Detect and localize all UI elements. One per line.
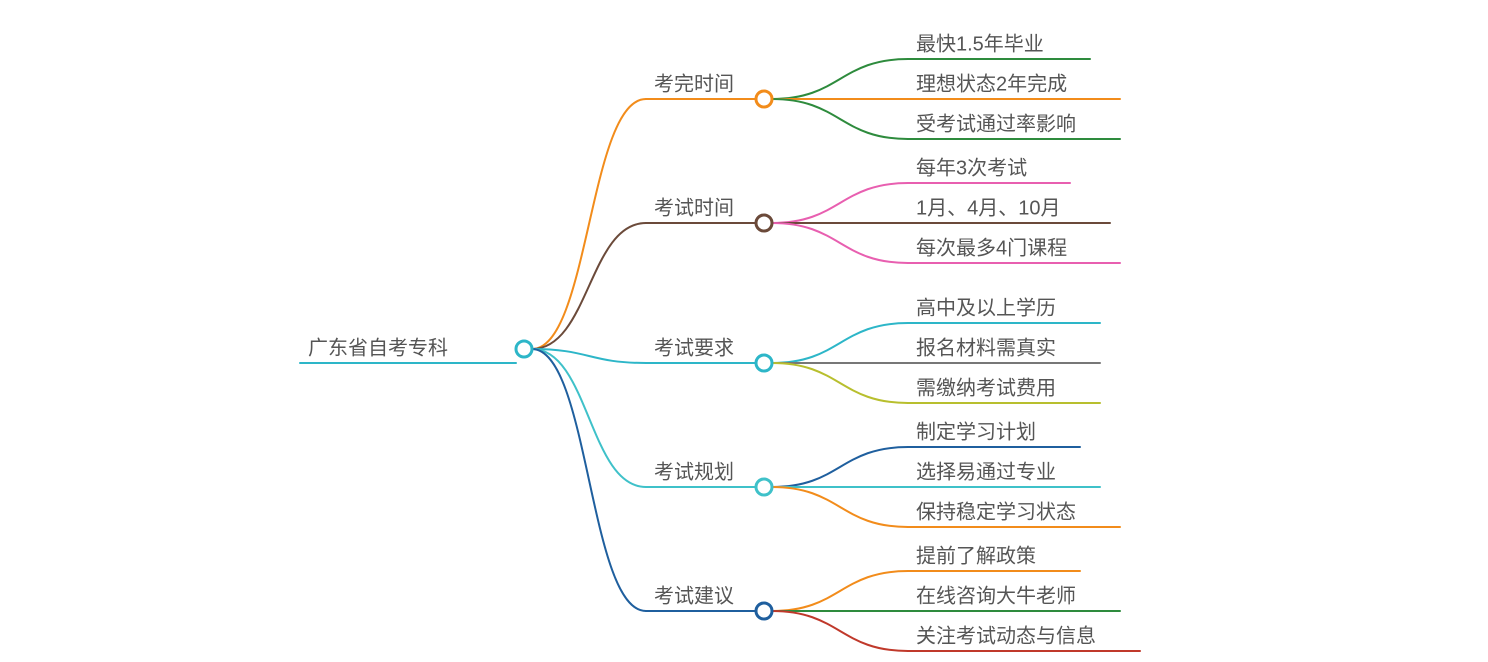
leaf-label: 需缴纳考试费用 bbox=[916, 376, 1056, 399]
leaf-label: 每年3次考试 bbox=[916, 156, 1027, 179]
leaf-label: 制定学习计划 bbox=[916, 420, 1036, 443]
leaf-label: 理想状态2年完成 bbox=[916, 72, 1067, 95]
leaf-label: 报名材料需真实 bbox=[916, 336, 1056, 359]
branch-label: 考试要求 bbox=[654, 336, 734, 359]
branch-label: 考试建议 bbox=[654, 584, 734, 607]
leaf-label: 选择易通过专业 bbox=[916, 460, 1056, 483]
branch-label: 考试规划 bbox=[654, 460, 734, 483]
mindmap-canvas: 广东省自考专科考完时间最快1.5年毕业理想状态2年完成受考试通过率影响考试时间每… bbox=[0, 0, 1488, 662]
leaf-label: 最快1.5年毕业 bbox=[916, 32, 1044, 55]
leaf-label: 在线咨询大牛老师 bbox=[916, 584, 1076, 607]
leaf-label: 关注考试动态与信息 bbox=[916, 624, 1096, 647]
branch-label: 考完时间 bbox=[654, 72, 734, 95]
leaf-label: 提前了解政策 bbox=[916, 544, 1036, 567]
leaf-label: 受考试通过率影响 bbox=[916, 112, 1076, 135]
leaf-label: 高中及以上学历 bbox=[916, 296, 1056, 319]
leaf-label: 每次最多4门课程 bbox=[916, 236, 1067, 259]
root-label: 广东省自考专科 bbox=[308, 336, 448, 359]
leaf-label: 1月、4月、10月 bbox=[916, 197, 1061, 219]
branch-label: 考试时间 bbox=[654, 196, 734, 219]
leaf-label: 保持稳定学习状态 bbox=[916, 500, 1076, 523]
